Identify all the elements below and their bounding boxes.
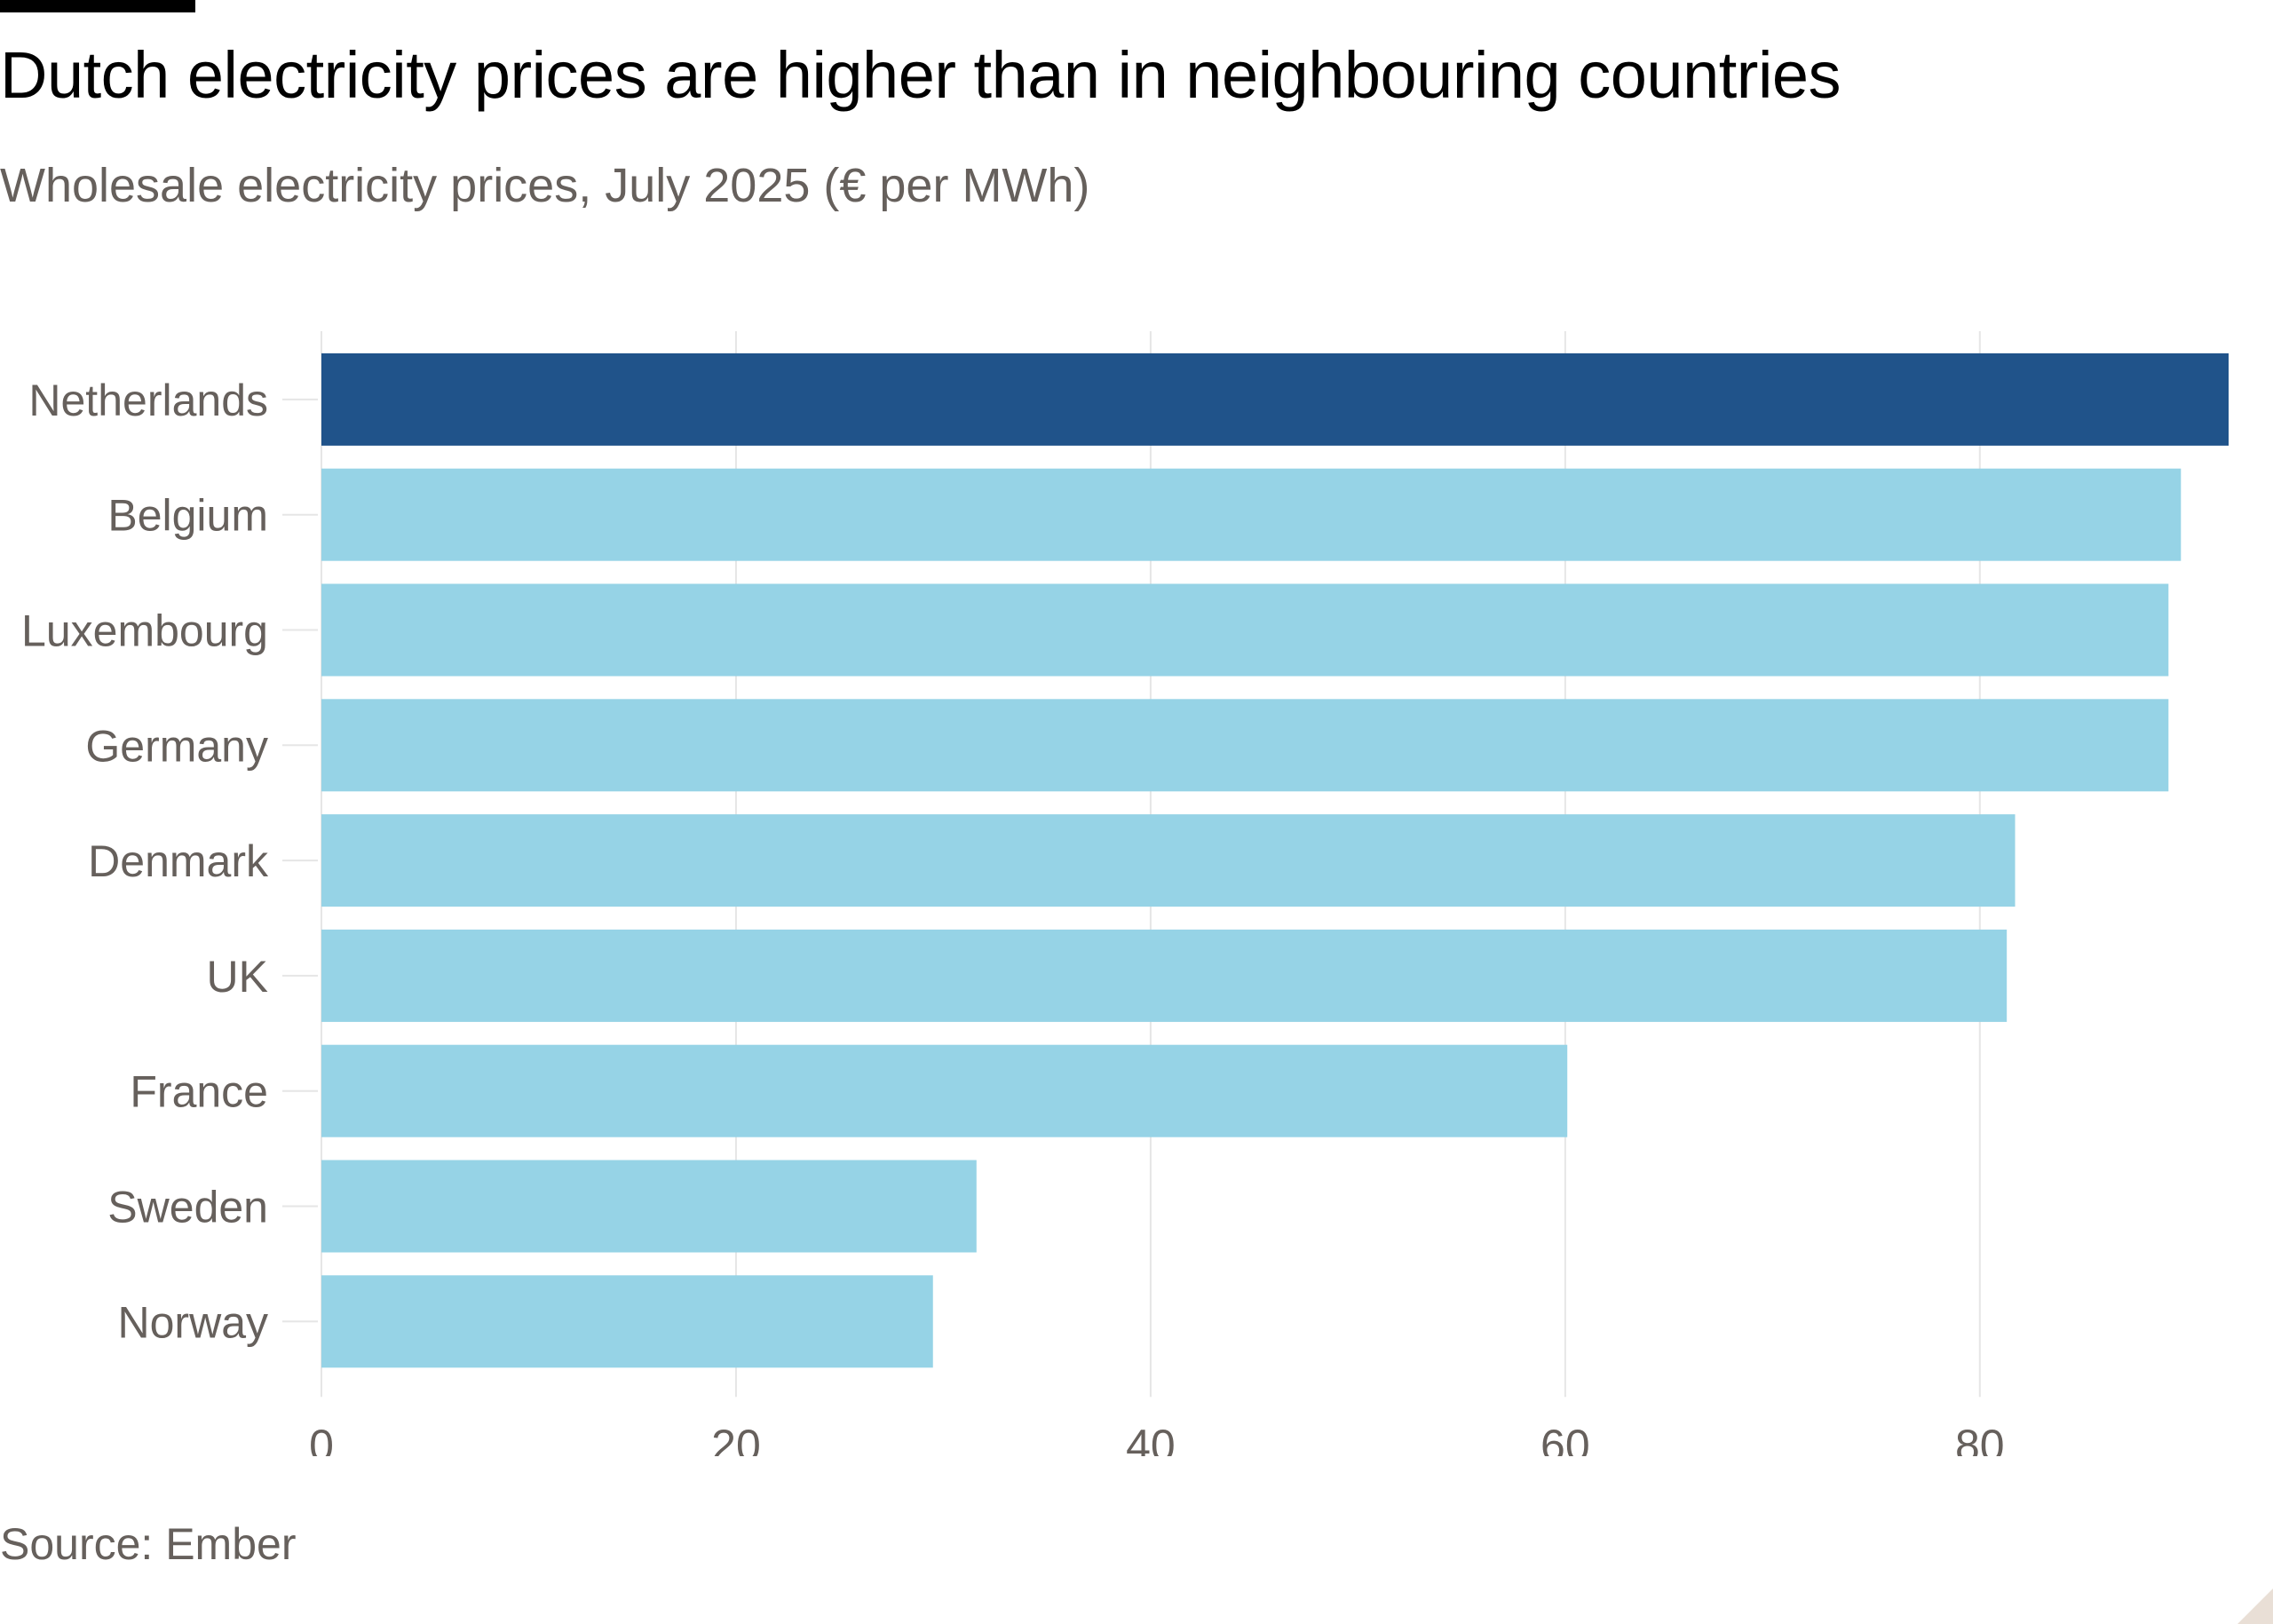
source-note: Source: Ember — [0, 1519, 297, 1569]
bar-chart: Netherlands Belgium Luxembourg Germany Denma… — [21, 331, 2229, 1456]
chart-subtitle: Wholesale electricity prices, July 2025 … — [0, 159, 1090, 212]
corner-fold-icon — [2237, 1588, 2273, 1624]
x-tick-label-1: 20 — [711, 1421, 761, 1456]
bar-belgium — [321, 468, 2182, 561]
bar-luxembourg — [321, 583, 2169, 677]
bar-germany — [321, 699, 2169, 792]
bar-norway — [321, 1275, 933, 1368]
x-tick-label-3: 60 — [1540, 1421, 1590, 1456]
category-label-belgium: Belgium — [107, 491, 268, 541]
category-label-norway: Norway — [118, 1297, 268, 1347]
bars — [321, 353, 2229, 1368]
bar-sweden — [321, 1160, 977, 1253]
x-tick-label-4: 80 — [1955, 1421, 2005, 1456]
category-label-netherlands: Netherlands — [28, 376, 268, 425]
bar-netherlands — [321, 353, 2229, 446]
category-label-france: France — [130, 1067, 268, 1117]
x-tick-label-2: 40 — [1126, 1421, 1176, 1456]
top-accent-bar — [0, 0, 195, 12]
x-axis-ticks: 0 20 40 60 80 — [309, 1421, 2005, 1456]
chart-title: Dutch electricity prices are higher than… — [0, 38, 1841, 112]
category-label-denmark: Denmark — [88, 836, 269, 886]
category-label-sweden: Sweden — [107, 1183, 268, 1232]
x-tick-label-0: 0 — [309, 1421, 334, 1456]
category-labels: Netherlands Belgium Luxembourg Germany Denma… — [21, 376, 269, 1347]
bar-denmark — [321, 814, 2016, 907]
category-label-uk: UK — [207, 952, 268, 1002]
category-label-germany: Germany — [85, 721, 268, 771]
category-label-luxembourg: Luxembourg — [21, 606, 268, 656]
bar-uk — [321, 929, 2008, 1022]
bar-france — [321, 1044, 1568, 1137]
